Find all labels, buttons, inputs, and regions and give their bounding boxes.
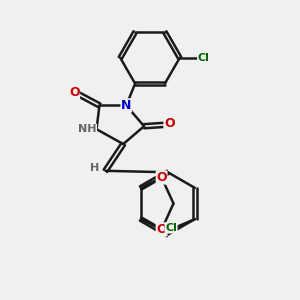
Text: NH: NH <box>78 124 97 134</box>
Text: O: O <box>156 223 167 236</box>
Text: N: N <box>121 99 131 112</box>
Text: Cl: Cl <box>165 223 177 233</box>
Text: O: O <box>69 85 80 98</box>
Text: O: O <box>156 171 167 184</box>
Text: O: O <box>164 117 175 130</box>
Text: H: H <box>90 163 100 173</box>
Text: Cl: Cl <box>198 53 209 63</box>
